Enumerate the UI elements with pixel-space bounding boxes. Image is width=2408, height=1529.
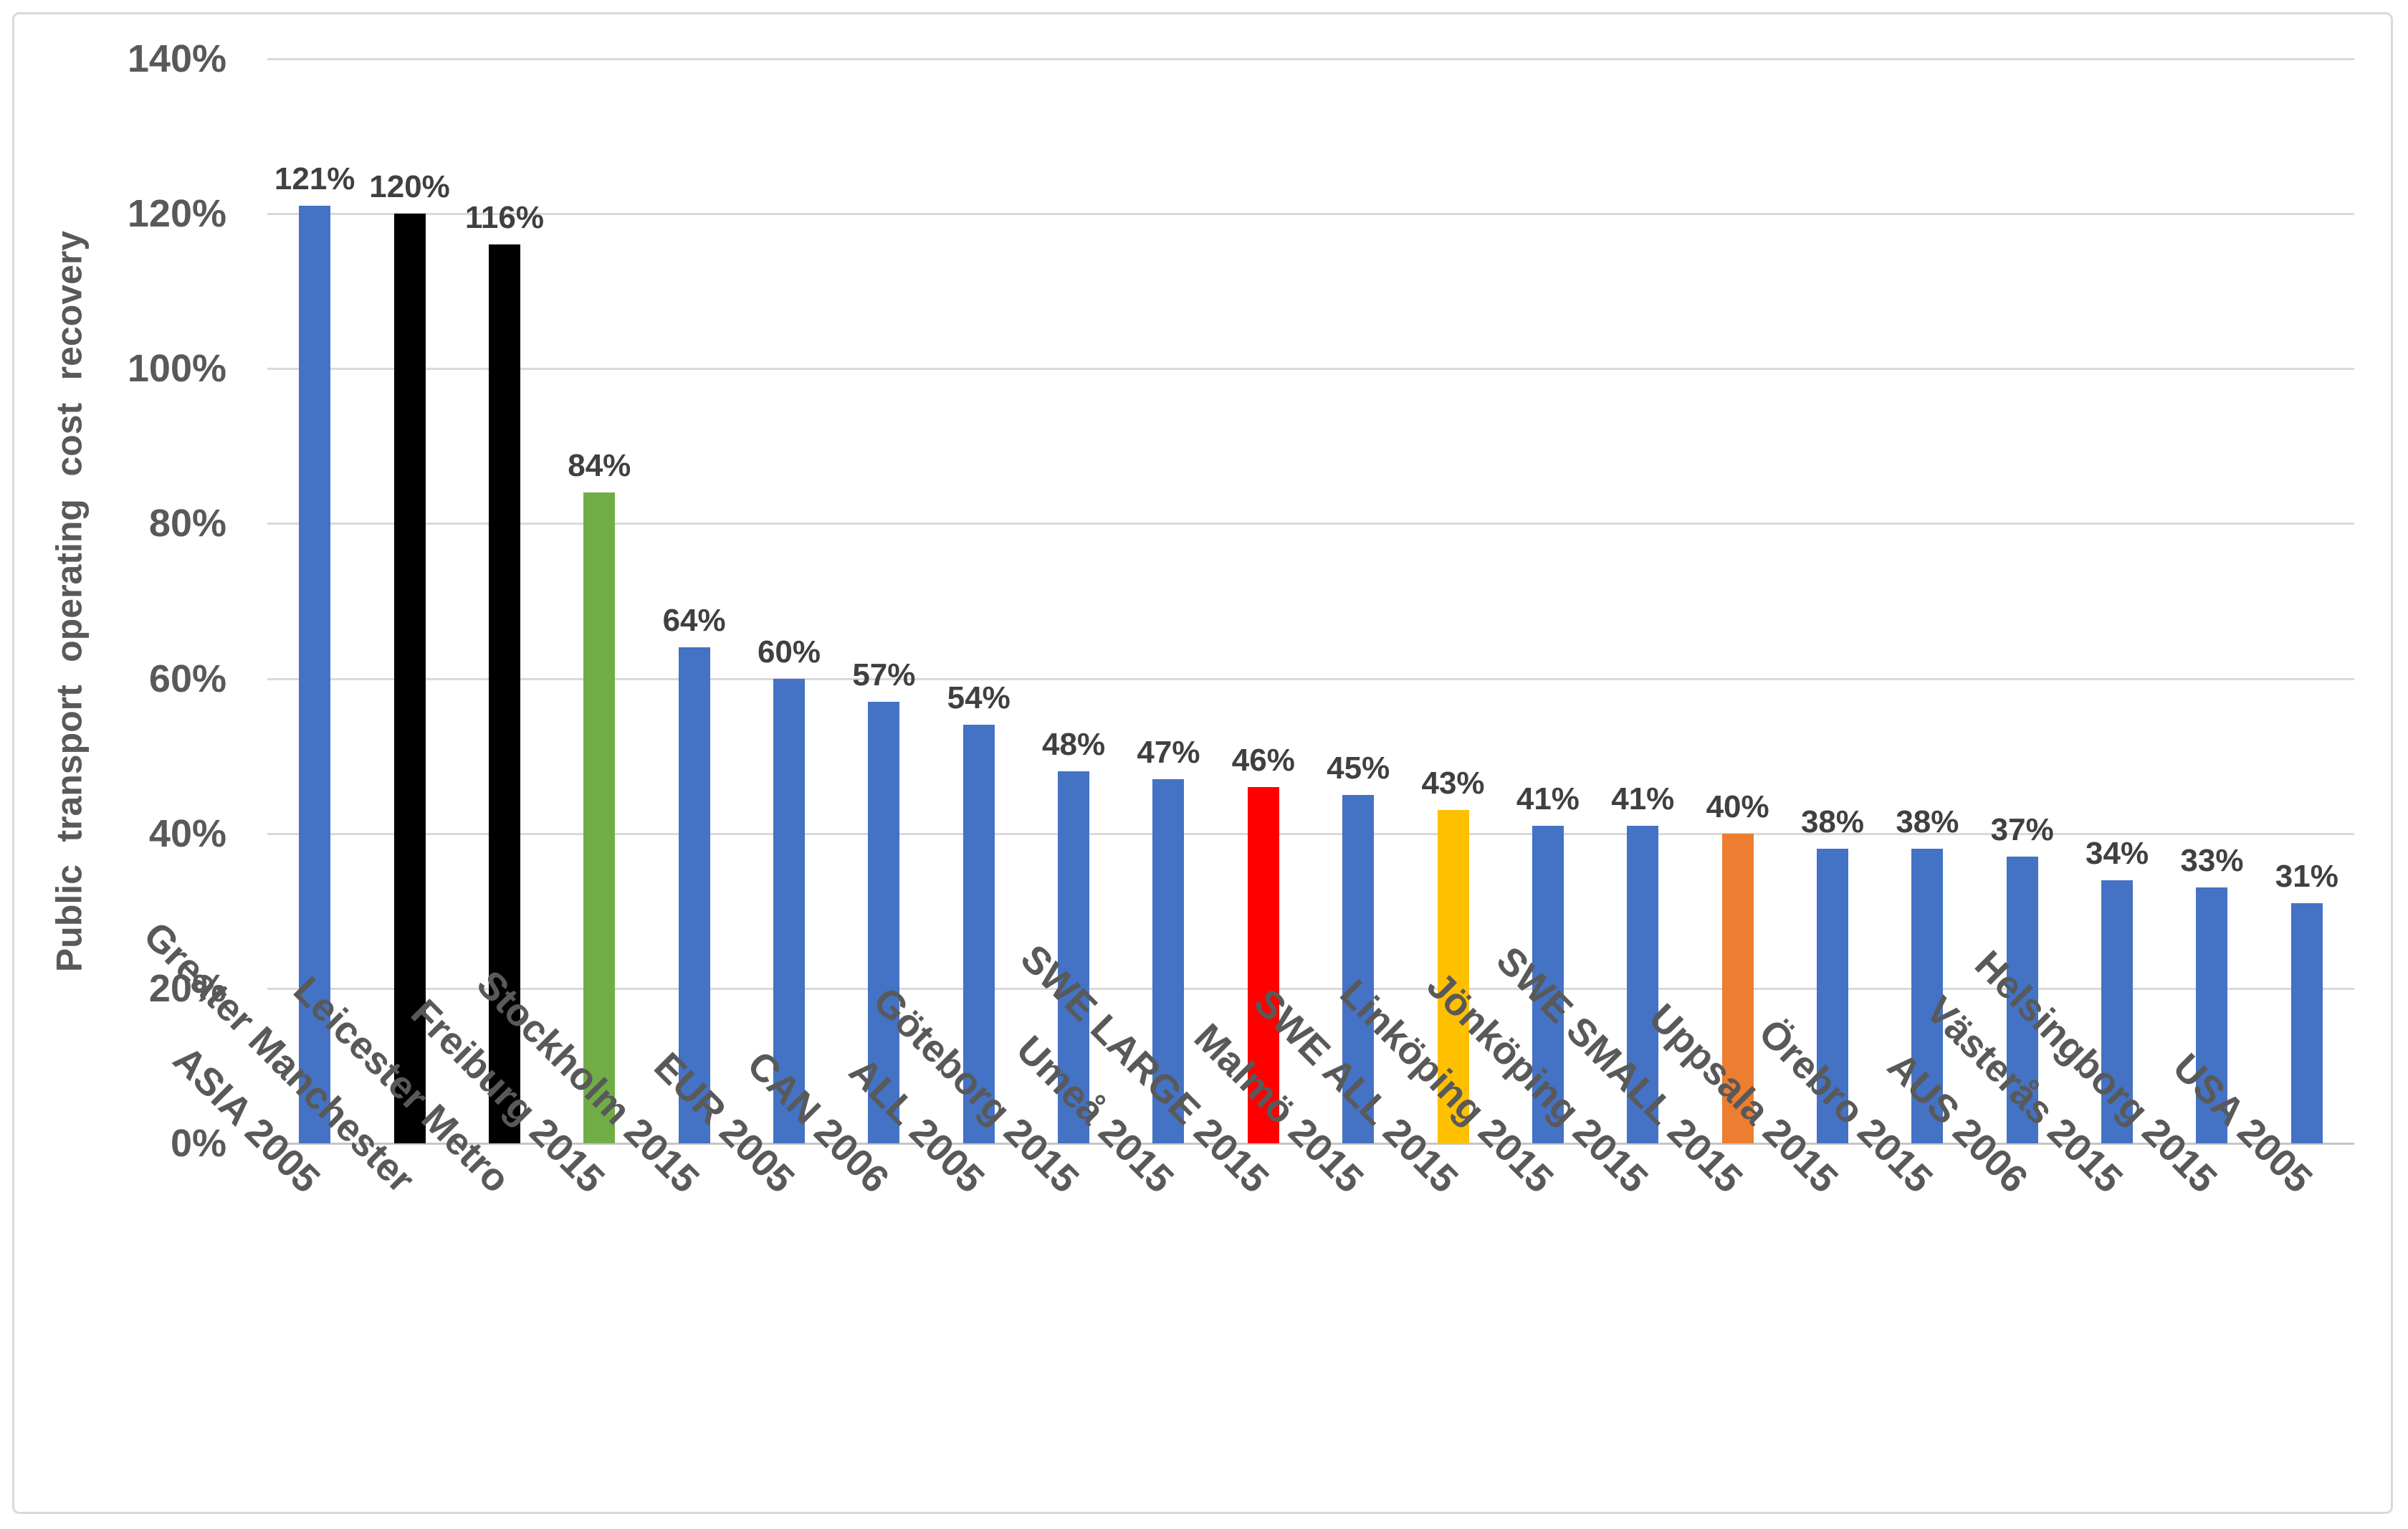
bar-greater-manchester — [393, 214, 426, 1143]
bar-value-label-all-2005: 54% — [947, 680, 1010, 716]
bar-value-label-stockholm-2015: 64% — [662, 603, 726, 639]
bar-value-label-aus-2006: 37% — [1990, 812, 2054, 848]
gridline-140% — [267, 58, 2354, 60]
bar-freiburg-2015 — [583, 492, 616, 1143]
bar-can-2006 — [868, 701, 900, 1143]
bar-value-label-usa-2005: 31% — [2275, 858, 2338, 894]
bar-value-label-freiburg-2015: 84% — [568, 448, 631, 484]
gridline-80% — [267, 523, 2354, 525]
bar-malmo-2015 — [1342, 794, 1375, 1143]
bar-linkoping-2015 — [1532, 825, 1564, 1143]
bar-eur-2005 — [773, 678, 805, 1143]
y-tick-label-120%: 120% — [127, 192, 226, 236]
y-tick-label-40%: 40% — [148, 811, 226, 855]
bar-value-label-can-2006: 57% — [852, 657, 916, 692]
bar-aus-2006 — [2006, 857, 2038, 1143]
y-tick-label-60%: 60% — [148, 657, 226, 700]
bar-umea-2015 — [1152, 779, 1185, 1143]
bar-value-label-orebro-2015: 38% — [1896, 804, 1959, 840]
y-tick-label-140%: 140% — [127, 37, 226, 80]
gridline-20% — [267, 987, 2354, 990]
bar-stockholm-2015 — [678, 647, 710, 1143]
bar-goteborg-2015 — [1058, 771, 1090, 1143]
bar-vasteras-2015 — [2101, 880, 2134, 1143]
bar-value-label-helsingborg-2015: 33% — [2180, 843, 2244, 879]
bar-orebro-2015 — [1911, 849, 1944, 1143]
bar-helsingborg-2015 — [2196, 887, 2228, 1143]
bar-jonkoping-2015 — [1627, 825, 1659, 1143]
bar-swe-small-2015 — [1721, 833, 1754, 1143]
bar-value-label-swe-large-2015: 46% — [1231, 742, 1295, 778]
bar-value-label-greater-manchester: 120% — [369, 169, 450, 205]
bar-value-label-linkoping-2015: 41% — [1516, 781, 1580, 816]
bar-value-label-asia-2005: 121% — [274, 161, 355, 197]
bar-usa-2005 — [2290, 902, 2323, 1143]
bar-asia-2005 — [299, 206, 331, 1143]
bar-uppsala-2015 — [1817, 849, 1848, 1143]
bar-value-label-goteborg-2015: 48% — [1042, 727, 1106, 763]
bar-all-2005 — [962, 725, 995, 1143]
gridline-100% — [267, 368, 2354, 371]
gridline-40% — [267, 832, 2354, 835]
gridline-120% — [267, 213, 2354, 216]
y-tick-label-0%: 0% — [170, 1122, 226, 1165]
bar-value-label-uppsala-2015: 38% — [1800, 804, 1865, 840]
x-axis-line — [267, 1143, 2354, 1145]
bar-value-label-jonkoping-2015: 41% — [1611, 781, 1675, 816]
bar-swe-all-2015 — [1437, 810, 1469, 1143]
bar-value-label-vasteras-2015: 34% — [2086, 835, 2149, 871]
y-tick-label-100%: 100% — [127, 347, 226, 391]
bar-value-label-leicester-metro: 116% — [464, 200, 544, 236]
y-tick-label-20%: 20% — [148, 966, 226, 1010]
bar-value-label-eur-2005: 60% — [757, 634, 821, 670]
bar-swe-large-2015 — [1247, 786, 1279, 1143]
y-tick-label-80%: 80% — [148, 502, 226, 546]
bar-value-label-malmo-2015: 45% — [1327, 750, 1390, 786]
bar-leicester-metro — [488, 244, 520, 1143]
bar-value-label-swe-small-2015: 40% — [1706, 789, 1769, 824]
gridline-60% — [267, 677, 2354, 680]
bar-value-label-umea-2015: 47% — [1137, 735, 1200, 771]
bar-value-label-swe-all-2015: 43% — [1421, 766, 1485, 801]
